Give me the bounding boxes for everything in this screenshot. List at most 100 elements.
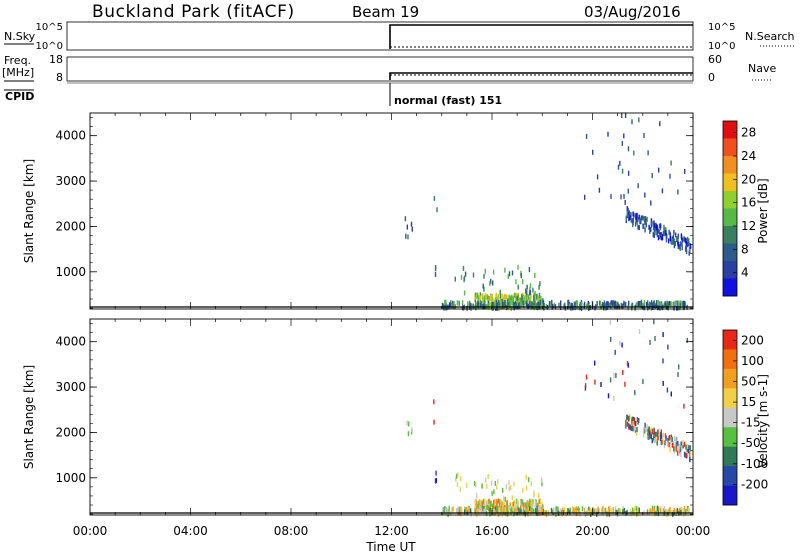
power-echo: [678, 300, 680, 306]
velocity-colorbar-cell: [723, 446, 737, 467]
power-echo: [470, 305, 472, 311]
power-echo: [634, 221, 637, 227]
velocity-echo: [497, 505, 500, 511]
power-echo: [658, 229, 661, 235]
power-echo: [410, 221, 413, 227]
power-echo: [643, 305, 646, 311]
velocity-echo: [662, 332, 664, 338]
velocity-echo: [653, 427, 655, 433]
velocity-echo: [559, 508, 562, 514]
power-echo: [638, 214, 640, 220]
power-echo: [463, 290, 466, 296]
power-echo: [680, 241, 682, 247]
velocity-echo: [651, 438, 653, 444]
velocity-echo: [528, 506, 531, 512]
power-echo: [434, 271, 437, 277]
power-echo: [526, 284, 528, 290]
power-echo: [528, 267, 531, 273]
velocity-echo: [466, 507, 468, 512]
velocity-colorbar-cell: [723, 466, 737, 486]
velocity-echo: [500, 503, 502, 509]
power-echo: [684, 168, 686, 174]
velocity-echo: [474, 508, 476, 514]
velocity-echo: [484, 505, 487, 511]
power-echo: [463, 277, 465, 283]
velocity-echo: [468, 508, 470, 514]
velocity-echo: [622, 505, 624, 511]
power-echo: [605, 301, 608, 307]
velocity-echo: [533, 492, 535, 498]
velocity-colorbar-tick-label-5: -50: [741, 436, 761, 450]
velocity-echo: [504, 496, 507, 502]
power-echo: [679, 245, 681, 251]
velocity-echo: [656, 505, 659, 511]
power-echo: [436, 207, 438, 213]
power-echo: [517, 264, 519, 270]
power-echo: [498, 300, 500, 305]
power-echo: [632, 211, 634, 217]
power-echo: [564, 305, 567, 311]
velocity-echo: [673, 436, 676, 441]
power-echo: [616, 301, 618, 307]
power-echo: [653, 227, 655, 233]
power-echo: [574, 301, 576, 307]
power-echo: [655, 225, 657, 231]
power-echo: [627, 305, 629, 311]
velocity-echo: [535, 507, 537, 513]
velocity-echo: [581, 506, 584, 512]
power-echo: [650, 218, 653, 224]
velocity-echo: [540, 509, 542, 515]
power-echo: [503, 296, 505, 302]
velocity-echo: [483, 502, 485, 508]
velocity-echo: [442, 507, 444, 513]
velocity-echo: [497, 511, 500, 517]
velocity-echo: [502, 502, 504, 508]
power-colorbar-cell: [723, 156, 737, 174]
power-echo: [672, 301, 674, 307]
power-echo: [687, 241, 689, 247]
power-echo: [674, 300, 676, 306]
power-echo: [541, 302, 544, 308]
velocity-echo: [532, 503, 534, 509]
velocity-echo: [657, 429, 659, 435]
velocity-echo: [531, 498, 533, 504]
velocity-ytick-label-3: 4000: [55, 335, 86, 349]
power-echo: [642, 223, 644, 229]
velocity-echo: [500, 509, 502, 515]
power-echo: [653, 300, 656, 306]
power-echo: [490, 278, 492, 284]
velocity-echo: [495, 507, 497, 512]
power-echo: [449, 302, 451, 308]
velocity-echo: [451, 507, 453, 513]
power-echo: [570, 302, 572, 308]
power-echo: [520, 273, 522, 279]
velocity-scatter: [406, 319, 692, 517]
velocity-echo: [656, 440, 658, 446]
velocity-echo: [567, 508, 569, 514]
power-echo: [526, 303, 529, 309]
velocity-echo: [562, 507, 564, 513]
velocity-echo: [434, 478, 437, 484]
velocity-echo: [653, 319, 655, 325]
velocity-echo: [509, 505, 512, 511]
power-echo: [537, 295, 539, 301]
velocity-echo: [517, 506, 519, 512]
velocity-echo: [542, 509, 544, 514]
power-echo: [674, 241, 676, 247]
power-echo: [506, 298, 509, 304]
power-echo: [492, 280, 494, 286]
power-colorbar-tick-label-2: 12: [741, 219, 756, 233]
velocity-echo: [685, 444, 687, 450]
velocity-echo: [483, 498, 486, 504]
power-echo: [659, 234, 661, 240]
power-echo: [558, 302, 560, 308]
velocity-echo: [478, 509, 480, 515]
velocity-echo: [636, 430, 638, 436]
velocity-echo: [629, 414, 631, 419]
power-echo: [643, 133, 645, 138]
power-echo: [661, 305, 664, 311]
velocity-echo: [648, 430, 651, 436]
power-echo: [660, 232, 662, 238]
power-echo: [454, 276, 456, 282]
velocity-echo: [657, 435, 659, 441]
